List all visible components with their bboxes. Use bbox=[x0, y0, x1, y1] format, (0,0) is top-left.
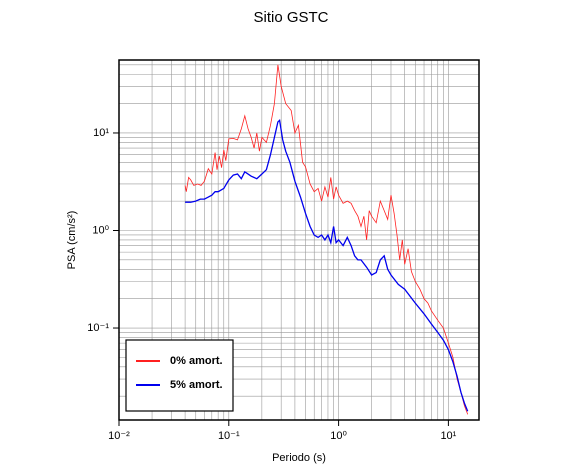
data-line bbox=[185, 118, 469, 412]
data-line bbox=[184, 64, 469, 415]
x-axis-label: Periodo (s) bbox=[272, 452, 326, 464]
legend-label: 0% amort. bbox=[170, 355, 223, 367]
legend-box bbox=[125, 339, 234, 412]
x-tick-label: 10¹ bbox=[440, 430, 456, 442]
y-tick-label: 10⁻¹ bbox=[87, 322, 109, 334]
y-axis-label: PSA (cm/s²) bbox=[66, 211, 78, 270]
legend-label: 5% amort. bbox=[170, 379, 223, 391]
legend: 0% amort. 5% amort. bbox=[125, 339, 234, 412]
plot-frame bbox=[118, 59, 480, 421]
y-tick-label: 10¹ bbox=[93, 127, 109, 139]
chart-title: Sitio GSTC bbox=[253, 9, 328, 26]
x-tick-label: 10⁻¹ bbox=[218, 430, 240, 442]
y-tick-label: 10⁰ bbox=[92, 224, 109, 236]
x-tick-label: 10⁰ bbox=[330, 430, 347, 442]
x-tick-label: 10⁻² bbox=[108, 430, 130, 442]
